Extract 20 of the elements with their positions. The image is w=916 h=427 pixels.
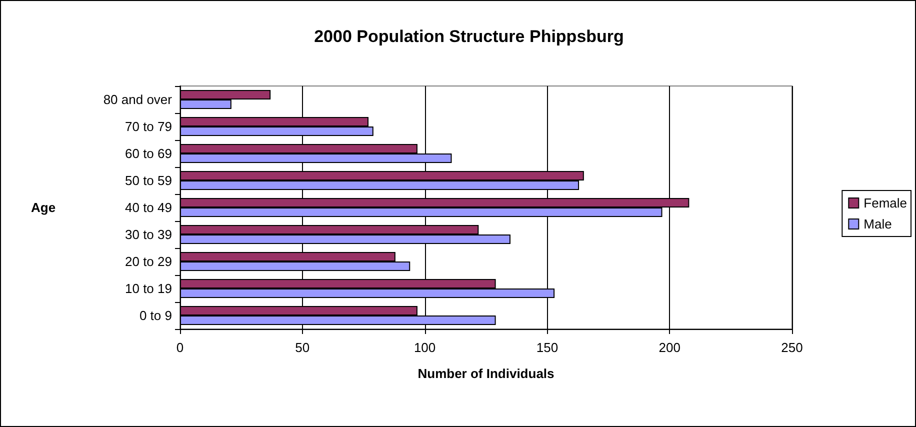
x-axis-title: Number of Individuals [418,366,554,381]
y-tick-label: 10 to 19 [125,281,172,296]
y-tick-label: 70 to 79 [125,119,172,134]
y-tick-label: 20 to 29 [125,254,172,269]
y-tick-label: 30 to 39 [125,227,172,242]
legend-label: Female [864,196,908,210]
x-tick-label: 250 [781,340,803,355]
y-tick-label: 60 to 69 [125,146,172,161]
legend-label: Male [864,216,892,232]
y-tick-label: 80 and over [103,92,173,107]
x-tick-label: 0 [176,340,184,355]
y-axis-title: Age [31,200,56,215]
y-tick-label: 0 to 9 [139,308,172,323]
x-tick-label: 50 [295,340,310,355]
chart-title: 2000 Population Structure Phippsburg [314,27,624,46]
x-tick-label: 200 [658,340,680,355]
x-tick-label: 100 [414,340,436,355]
y-tick-label: 50 to 59 [125,173,172,188]
y-tick-label: 40 to 49 [125,200,172,215]
x-tick-label: 150 [536,340,558,355]
